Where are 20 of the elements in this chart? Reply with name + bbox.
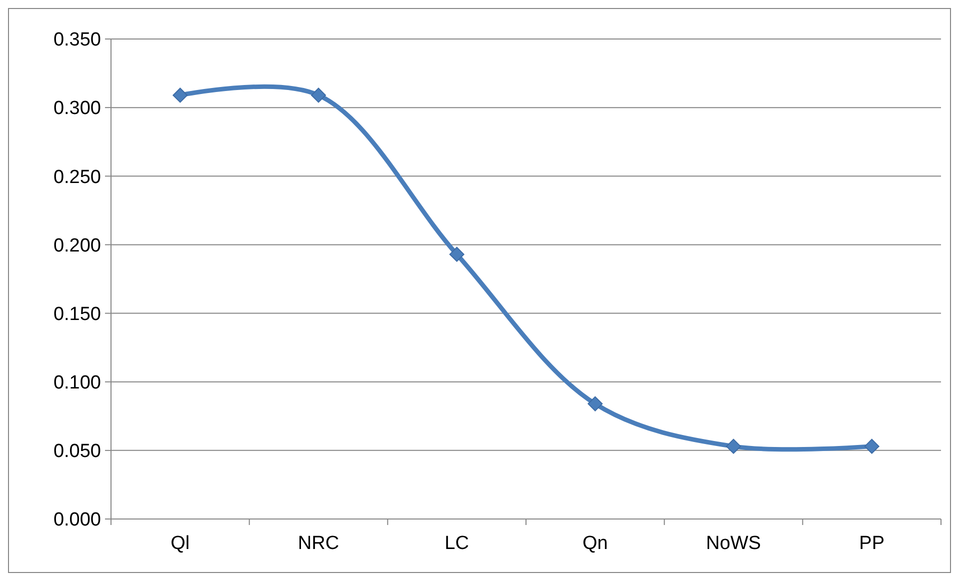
- y-tick-label: 0.350: [53, 30, 101, 51]
- x-tick-label: Qn: [582, 533, 608, 554]
- y-tick-label: 0.250: [53, 166, 101, 188]
- x-tick-label: NRC: [298, 533, 340, 554]
- y-tick-label: 0.200: [53, 235, 101, 256]
- y-tick-label: 0.100: [53, 372, 101, 394]
- point: [864, 438, 880, 454]
- x-tick-label: PP: [859, 533, 885, 554]
- y-tick-label: 0.300: [53, 98, 101, 120]
- y-tick-label: 0.050: [53, 441, 101, 462]
- y-tick-label: 0.150: [53, 304, 101, 325]
- point: [311, 88, 326, 103]
- x-tick-label: NoWS: [706, 533, 761, 554]
- point: [449, 246, 464, 262]
- point: [588, 396, 603, 412]
- y-tick-label: 0.000: [53, 510, 101, 531]
- x-tick-label: LC: [444, 533, 469, 554]
- point: [726, 438, 741, 454]
- x-tick-label: Ql: [170, 533, 190, 554]
- point: [172, 88, 188, 103]
